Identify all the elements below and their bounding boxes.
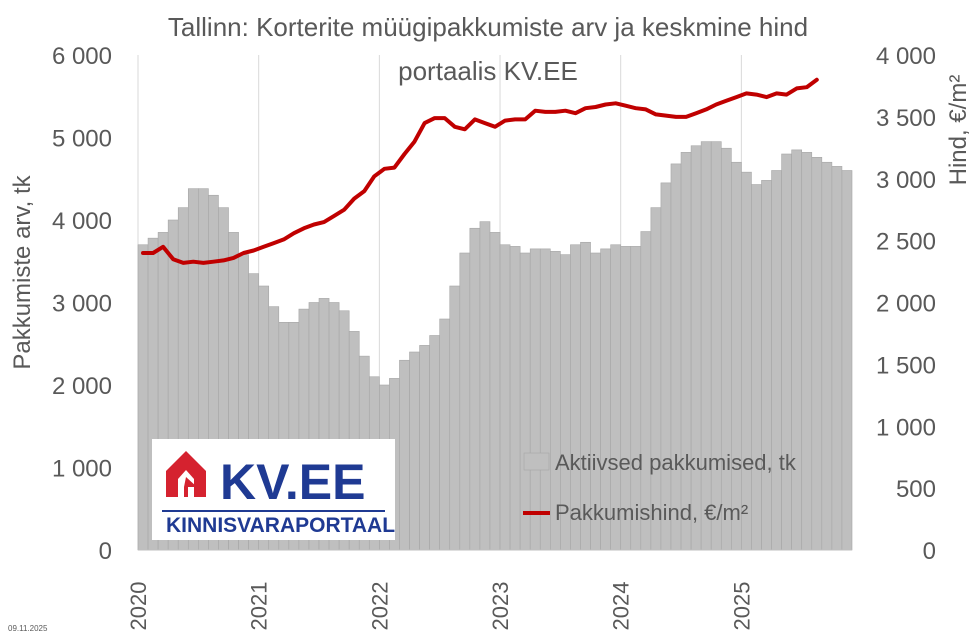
- bar: [731, 161, 742, 551]
- bar: [771, 170, 782, 551]
- x-tick-label: 2023: [488, 582, 513, 631]
- bar: [439, 318, 451, 551]
- bar: [690, 145, 702, 551]
- y-left-tick-label: 0: [99, 538, 112, 565]
- house-icon: [166, 451, 206, 497]
- y-axis-right-title: Hind, €/m²: [945, 75, 972, 186]
- bar: [519, 252, 531, 551]
- x-tick-label: 2022: [367, 582, 392, 631]
- bar: [821, 161, 833, 551]
- y-left-tick-label: 2 000: [52, 373, 112, 400]
- bar: [459, 252, 471, 551]
- bar: [449, 285, 461, 551]
- bar: [791, 149, 803, 551]
- y-right-tick-label: 3 500: [876, 105, 936, 132]
- x-tick-label: 2020: [126, 582, 151, 631]
- bar: [811, 157, 823, 551]
- y-right-tick-label: 3 000: [876, 167, 936, 194]
- bar: [479, 221, 491, 551]
- bar: [801, 152, 813, 551]
- bar: [660, 182, 672, 551]
- y-right-tick-label: 2 500: [876, 229, 936, 256]
- bar: [529, 248, 541, 551]
- y-left-tick-label: 3 000: [52, 291, 112, 318]
- bar: [399, 359, 410, 551]
- logo-brand-text: KV.EE: [220, 454, 365, 510]
- bar: [509, 246, 521, 551]
- bar: [781, 153, 792, 551]
- bar: [741, 171, 752, 551]
- bar: [761, 180, 772, 551]
- bar: [469, 227, 481, 551]
- bar: [409, 351, 420, 551]
- kv-ee-logo: KV.EE KINNISVARAPORTAAL: [152, 439, 395, 540]
- bar: [680, 152, 692, 551]
- bar: [720, 147, 732, 551]
- bar: [751, 184, 762, 551]
- bar: [650, 207, 662, 551]
- bar: [841, 170, 853, 551]
- chart-title-line-2: portaalis KV.EE: [398, 56, 578, 86]
- y-right-tick-label: 1 000: [876, 414, 936, 441]
- y-left-tick-label: 1 000: [52, 456, 112, 483]
- x-tick-label: 2024: [609, 582, 634, 631]
- y-left-tick-label: 5 000: [52, 126, 112, 153]
- bar: [700, 141, 712, 551]
- legend-swatch-bars: [523, 452, 550, 471]
- bar: [429, 335, 440, 551]
- y-left-tick-label: 6 000: [52, 43, 112, 70]
- bar: [831, 166, 843, 551]
- bar: [499, 244, 511, 551]
- bar: [489, 232, 501, 551]
- bar: [710, 141, 722, 551]
- bar: [670, 163, 682, 551]
- y-right-tick-label: 500: [896, 476, 936, 503]
- y-left-tick-label: 4 000: [52, 208, 112, 235]
- y-right-tick-label: 2 000: [876, 291, 936, 318]
- logo-tagline: KINNISVARAPORTAAL: [166, 514, 395, 537]
- price-line: [141, 77, 819, 265]
- bar: [137, 244, 149, 551]
- legend-label-bars: Aktiivsed pakkumised, tk: [555, 450, 797, 475]
- y-right-tick-label: 4 000: [876, 43, 936, 70]
- x-tick-label: 2021: [247, 582, 272, 631]
- y-axis-left-title: Pakkumiste arv, tk: [9, 174, 36, 369]
- bar: [539, 248, 551, 551]
- y-right-tick-label: 1 500: [876, 352, 936, 379]
- chart-title-line-1: Tallinn: Korterite müügipakkumiste arv j…: [167, 12, 809, 42]
- date-stamp: 09.11.2025: [8, 624, 48, 633]
- y-right-tick-label: 0: [923, 538, 936, 565]
- legend-label-line: Pakkumishind, €/m²: [555, 500, 748, 525]
- bar: [419, 345, 430, 551]
- x-tick-label: 2025: [729, 582, 754, 631]
